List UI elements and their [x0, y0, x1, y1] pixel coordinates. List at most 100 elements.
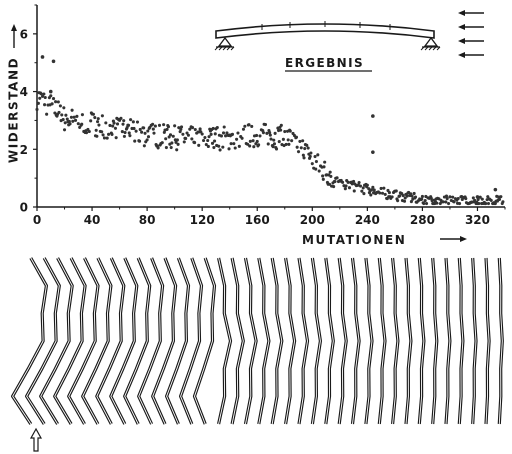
data-point — [61, 118, 65, 122]
data-point — [272, 138, 276, 142]
data-point — [269, 137, 273, 141]
y-axis-title-group: WIDERSTAND — [7, 57, 21, 163]
scatter-points — [35, 55, 505, 206]
data-point — [175, 148, 179, 152]
data-point — [458, 201, 462, 206]
data-point — [435, 201, 439, 205]
axes — [36, 5, 505, 208]
data-point — [499, 195, 503, 199]
data-point — [138, 127, 142, 132]
data-point — [410, 194, 414, 198]
beam-icon — [214, 21, 441, 51]
data-point — [104, 121, 108, 125]
data-point — [177, 126, 181, 130]
data-point — [310, 162, 314, 166]
data-point — [213, 132, 217, 136]
data-point — [341, 180, 345, 184]
data-point — [241, 127, 246, 131]
data-point — [316, 153, 320, 157]
plate-profile-inner — [485, 257, 490, 425]
data-point — [322, 165, 326, 169]
data-point — [477, 201, 481, 206]
data-point — [323, 160, 327, 164]
data-point — [142, 144, 146, 148]
data-point — [352, 179, 356, 183]
data-point — [87, 129, 91, 134]
data-point — [97, 123, 101, 127]
data-point — [235, 137, 239, 141]
plate-profile-inner — [166, 257, 189, 425]
data-point — [202, 138, 206, 143]
data-point — [296, 150, 301, 154]
data-point — [89, 119, 93, 123]
data-point — [501, 200, 505, 204]
data-point — [71, 119, 75, 123]
outlier-point — [475, 195, 480, 199]
data-point — [68, 122, 72, 126]
data-point — [96, 120, 100, 124]
data-point — [105, 136, 109, 140]
data-point — [143, 131, 147, 135]
data-point — [277, 140, 281, 144]
chart-title: ERGEBNIS — [285, 56, 364, 70]
airflow-arrows-icon — [458, 10, 484, 58]
plate-profile — [270, 257, 284, 425]
plate-profile — [137, 257, 165, 425]
data-point — [85, 131, 89, 135]
data-point — [186, 133, 190, 137]
data-point — [448, 195, 452, 199]
data-point — [53, 111, 57, 115]
data-point — [134, 129, 138, 133]
data-point — [347, 186, 352, 190]
data-point — [387, 191, 391, 195]
data-point — [441, 200, 445, 204]
data-point — [247, 123, 251, 127]
x-tick-label: 320 — [465, 213, 490, 227]
data-point — [193, 127, 197, 132]
plate-profile-inner — [82, 257, 112, 425]
data-point — [444, 200, 448, 204]
data-point — [64, 113, 68, 117]
plate-profile — [217, 257, 233, 425]
y-tick-label: 6 — [20, 27, 28, 41]
plate-profile-inner — [445, 257, 451, 425]
data-point — [94, 128, 98, 132]
data-point — [473, 198, 477, 203]
data-point — [43, 103, 47, 107]
plate-profile-inner — [180, 257, 202, 425]
data-point — [188, 127, 192, 131]
data-point — [120, 130, 124, 134]
data-point — [198, 127, 202, 131]
data-point — [281, 137, 285, 141]
data-point — [175, 138, 179, 142]
data-point — [190, 137, 194, 141]
data-point — [218, 148, 222, 152]
data-point — [424, 201, 429, 206]
data-point — [80, 113, 84, 117]
data-point — [398, 194, 402, 198]
data-point — [93, 116, 97, 120]
data-point — [279, 128, 283, 132]
y-tick-label: 2 — [20, 143, 28, 157]
data-point — [101, 133, 105, 137]
y-axis-arrow — [11, 24, 17, 48]
data-point — [346, 180, 350, 184]
data-point — [151, 127, 155, 131]
data-point — [100, 114, 104, 118]
data-point — [240, 136, 244, 140]
data-point — [371, 185, 375, 189]
data-point — [181, 132, 185, 136]
data-point — [286, 138, 290, 142]
data-point — [210, 141, 215, 145]
data-point — [128, 134, 132, 138]
data-point — [122, 134, 126, 138]
data-point — [369, 193, 373, 197]
y-tick-label: 4 — [20, 85, 28, 99]
data-point — [305, 143, 309, 147]
data-point — [39, 92, 43, 96]
data-point — [372, 188, 376, 192]
data-point — [225, 131, 229, 135]
data-point — [169, 145, 173, 150]
data-point — [288, 129, 292, 133]
data-point — [273, 131, 277, 135]
